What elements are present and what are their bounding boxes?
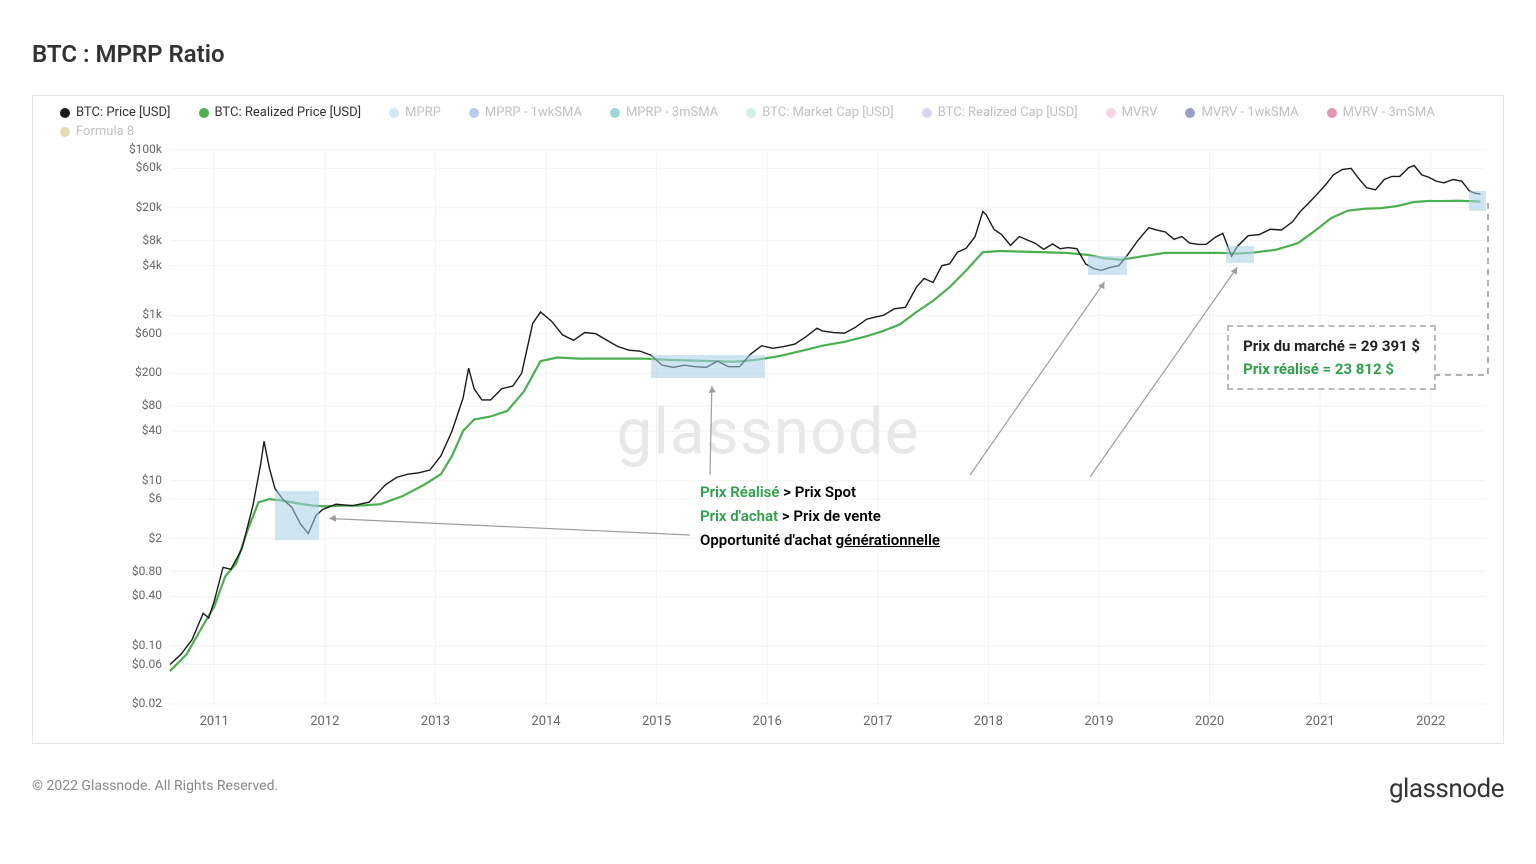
anno-3a: Opportunité d'achat <box>700 531 836 549</box>
highlight-region <box>1226 246 1254 264</box>
legend-label: BTC: Market Cap [USD] <box>762 105 894 120</box>
x-tick-label: 2013 <box>421 714 450 729</box>
y-tick-label: $600 <box>102 326 162 340</box>
x-tick-label: 2021 <box>1305 714 1334 729</box>
legend-item[interactable]: BTC: Market Cap [USD] <box>746 105 894 120</box>
legend-item[interactable]: MVRV - 3mSMA <box>1327 105 1435 120</box>
brand-logo: glassnode <box>1389 774 1504 804</box>
x-tick-label: 2020 <box>1195 714 1224 729</box>
y-tick-label: $1k <box>102 307 162 321</box>
legend-dot <box>60 108 70 118</box>
legend-item[interactable]: MVRV - 1wkSMA <box>1185 105 1298 120</box>
y-tick-label: $0.80 <box>102 564 162 578</box>
legend-label: MVRV - 3mSMA <box>1343 105 1435 120</box>
legend-label: MPRP <box>405 105 441 120</box>
x-tick-label: 2014 <box>531 714 560 729</box>
legend-item[interactable]: Formula 8 <box>60 124 134 139</box>
y-tick-label: $40 <box>102 423 162 437</box>
legend-dot <box>60 127 70 137</box>
x-tick-label: 2011 <box>200 714 229 729</box>
legend-dot <box>469 108 479 118</box>
copyright: © 2022 Glassnode. All Rights Reserved. <box>32 778 278 794</box>
legend-item[interactable]: MPRP - 1wkSMA <box>469 105 582 120</box>
x-tick-label: 2016 <box>753 714 782 729</box>
legend-dot <box>389 108 399 118</box>
realized-price-label: Prix réalisé = 23 812 $ <box>1243 358 1420 381</box>
legend-label: MVRV - 1wkSMA <box>1201 105 1298 120</box>
legend-label: BTC: Realized Cap [USD] <box>938 105 1078 120</box>
legend-dot <box>1327 108 1337 118</box>
y-tick-label: $2 <box>102 531 162 545</box>
anno-2a: Prix d'achat <box>700 507 778 525</box>
chart-title: BTC : MPRP Ratio <box>32 40 225 68</box>
highlight-region <box>275 491 319 540</box>
y-tick-label: $80 <box>102 398 162 412</box>
anno-2b: > Prix de vente <box>778 507 881 525</box>
legend-label: MVRV <box>1122 105 1158 120</box>
x-tick-label: 2022 <box>1416 714 1445 729</box>
y-tick-label: $0.10 <box>102 638 162 652</box>
x-tick-label: 2019 <box>1084 714 1113 729</box>
legend-dot <box>1106 108 1116 118</box>
legend-label: MPRP - 3mSMA <box>626 105 718 120</box>
x-tick-label: 2012 <box>310 714 339 729</box>
market-price-label: Prix du marché = 29 391 $ <box>1243 335 1420 358</box>
y-tick-label: $8k <box>102 233 162 247</box>
main-annotation: Prix Réalisé > Prix Spot Prix d'achat > … <box>700 480 940 552</box>
price-callout-box: Prix du marché = 29 391 $ Prix réalisé =… <box>1227 325 1436 390</box>
y-tick-label: $200 <box>102 365 162 379</box>
legend-dot <box>746 108 756 118</box>
highlight-region <box>1088 256 1127 275</box>
highlight-region <box>1469 191 1486 211</box>
legend-item[interactable]: MPRP - 3mSMA <box>610 105 718 120</box>
x-tick-label: 2017 <box>863 714 892 729</box>
legend-dot <box>1185 108 1195 118</box>
legend-label: BTC: Price [USD] <box>76 105 171 120</box>
y-tick-label: $0.02 <box>102 696 162 710</box>
y-tick-label: $20k <box>102 200 162 214</box>
y-tick-label: $0.06 <box>102 657 162 671</box>
legend-dot <box>922 108 932 118</box>
legend-item[interactable]: MVRV <box>1106 105 1158 120</box>
x-tick-label: 2015 <box>642 714 671 729</box>
y-tick-label: $10 <box>102 473 162 487</box>
y-tick-label: $6 <box>102 491 162 505</box>
x-tick-label: 2018 <box>974 714 1003 729</box>
anno-1a: Prix Réalisé <box>700 483 779 501</box>
y-tick-label: $0.40 <box>102 588 162 602</box>
legend-item[interactable]: BTC: Realized Price [USD] <box>199 105 362 120</box>
plot-area <box>170 150 1486 704</box>
legend-item[interactable]: MPRP <box>389 105 441 120</box>
legend-label: MPRP - 1wkSMA <box>485 105 582 120</box>
y-tick-label: $4k <box>102 258 162 272</box>
legend: BTC: Price [USD] BTC: Realized Price [USD… <box>60 105 1496 143</box>
y-tick-label: $60k <box>102 160 162 174</box>
anno-3b: générationnelle <box>836 531 940 549</box>
anno-1b: > Prix Spot <box>779 483 856 501</box>
highlight-region <box>651 355 765 378</box>
legend-label: Formula 8 <box>76 124 134 139</box>
legend-dot <box>199 108 209 118</box>
legend-label: BTC: Realized Price [USD] <box>215 105 362 120</box>
legend-dot <box>610 108 620 118</box>
y-tick-label: $100k <box>102 142 162 156</box>
legend-item[interactable]: BTC: Price [USD] <box>60 105 171 120</box>
legend-item[interactable]: BTC: Realized Cap [USD] <box>922 105 1078 120</box>
